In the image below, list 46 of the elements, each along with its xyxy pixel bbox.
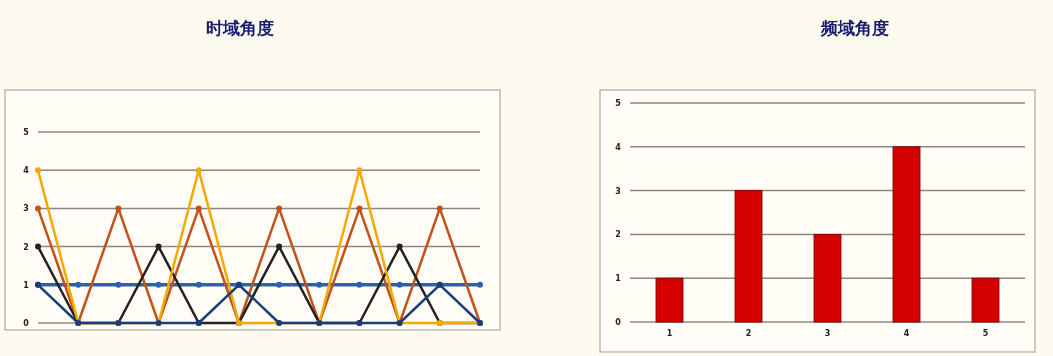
x-tick-label: 3	[824, 329, 831, 338]
chart-title: 时域角度	[206, 18, 274, 38]
y-tick-label: 5	[615, 99, 622, 108]
x-tick-label: 4	[903, 329, 910, 338]
point	[195, 167, 202, 174]
x-tick-label: 5	[982, 329, 989, 338]
bar	[655, 277, 684, 323]
y-tick-label: 3	[615, 186, 621, 196]
point	[316, 281, 323, 288]
y-tick-label: 1	[615, 274, 622, 284]
point	[436, 205, 443, 212]
point	[35, 205, 41, 212]
point	[155, 281, 162, 288]
point	[396, 243, 403, 250]
chart-title: 频域角度	[820, 18, 889, 38]
y-tick-label: 2	[23, 242, 29, 252]
point	[35, 243, 41, 250]
point	[35, 167, 41, 174]
point	[356, 205, 363, 212]
y-tick-label: 2	[615, 230, 621, 240]
point	[276, 281, 283, 288]
point	[276, 205, 283, 212]
point	[356, 167, 363, 174]
point	[276, 243, 283, 250]
point	[115, 205, 122, 212]
point	[356, 281, 363, 288]
point	[195, 205, 202, 212]
point	[75, 281, 82, 288]
y-tick-label: 0	[615, 318, 622, 327]
y-tick-label: 0	[23, 319, 30, 328]
bar	[971, 277, 1000, 323]
y-tick-label: 1	[23, 280, 30, 290]
point	[195, 281, 202, 288]
x-tick-label: 2	[745, 329, 752, 338]
bar	[813, 233, 842, 323]
x-tick-label: 1	[666, 329, 673, 338]
point	[396, 281, 403, 288]
point	[155, 243, 162, 250]
y-tick-label: 4	[23, 166, 30, 176]
y-tick-label: 3	[23, 204, 29, 214]
point	[477, 281, 483, 288]
y-tick-label: 4	[615, 142, 622, 152]
point	[115, 281, 122, 288]
bar	[734, 190, 763, 323]
y-tick-label: 5	[23, 128, 30, 137]
bar	[892, 146, 921, 323]
